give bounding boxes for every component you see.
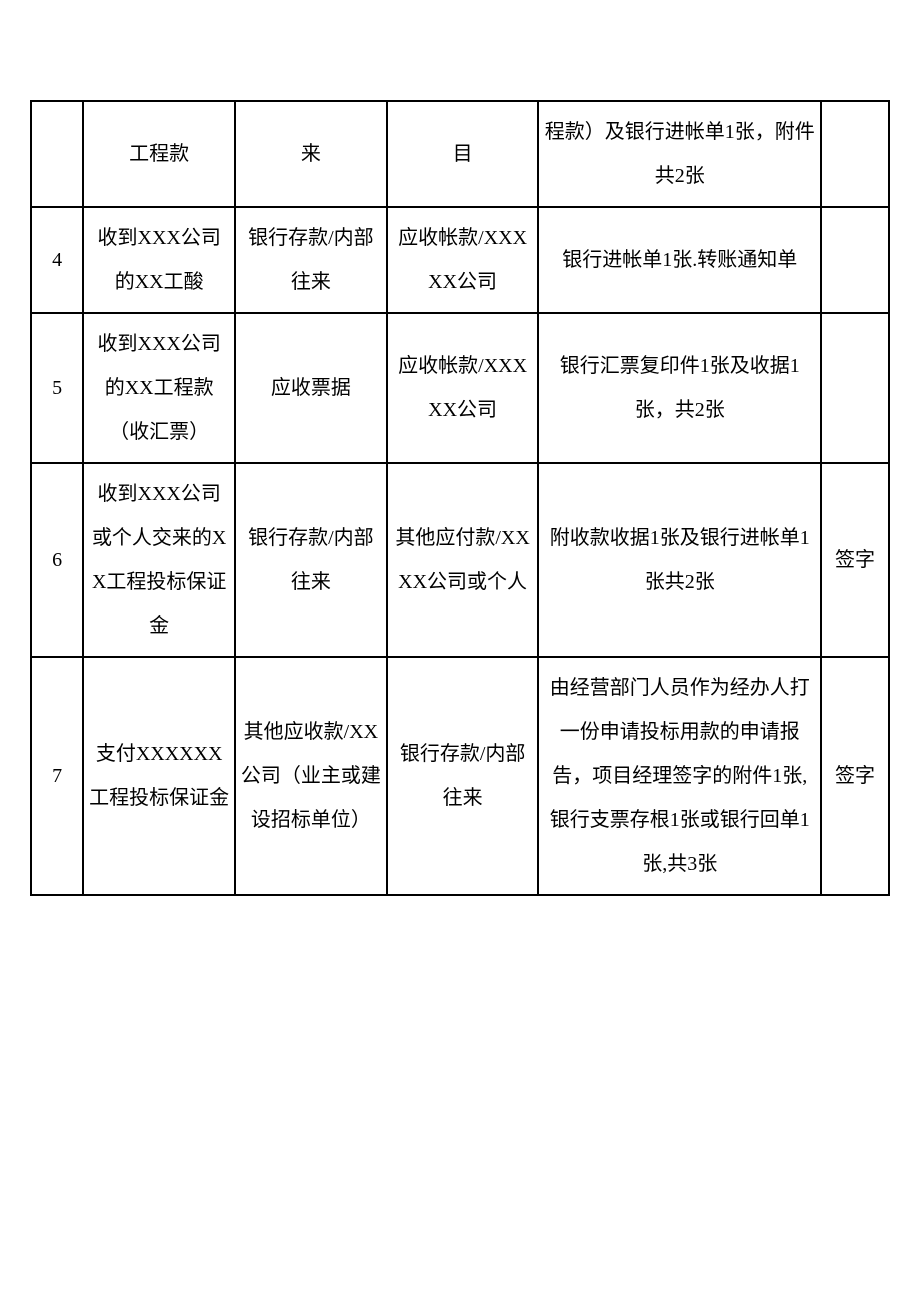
- cell-credit: 应收帐款/XXXXX公司: [387, 207, 539, 313]
- cell-desc: 收到XXX公司的XX工程款（收汇票）: [83, 313, 235, 463]
- cell-credit: 应收帐款/XXXXX公司: [387, 313, 539, 463]
- cell-debit: 来: [235, 101, 387, 207]
- table-row: 7 支付XXXXXX工程投标保证金 其他应收款/XX公司（业主或建设招标单位） …: [31, 657, 889, 895]
- table-body: 工程款 来 目 程款）及银行进帐单1张，附件共2张 4 收到XXX公司的XX工酸…: [31, 101, 889, 895]
- cell-credit: 银行存款/内部往来: [387, 657, 539, 895]
- cell-credit: 其他应付款/XXXX公司或个人: [387, 463, 539, 657]
- cell-num: 5: [31, 313, 83, 463]
- cell-sign: [821, 313, 889, 463]
- cell-sign: [821, 101, 889, 207]
- cell-desc: 支付XXXXXX工程投标保证金: [83, 657, 235, 895]
- cell-sign: 签字: [821, 657, 889, 895]
- cell-credit: 目: [387, 101, 539, 207]
- accounting-table: 工程款 来 目 程款）及银行进帐单1张，附件共2张 4 收到XXX公司的XX工酸…: [30, 100, 890, 896]
- table-row: 6 收到XXX公司或个人交来的XX工程投标保证金 银行存款/内部往来 其他应付款…: [31, 463, 889, 657]
- cell-debit: 其他应收款/XX公司（业主或建设招标单位）: [235, 657, 387, 895]
- table-row: 5 收到XXX公司的XX工程款（收汇票） 应收票据 应收帐款/XXXXX公司 银…: [31, 313, 889, 463]
- cell-num: 4: [31, 207, 83, 313]
- cell-attach: 银行汇票复印件1张及收据1张，共2张: [538, 313, 821, 463]
- table-row: 工程款 来 目 程款）及银行进帐单1张，附件共2张: [31, 101, 889, 207]
- cell-debit: 银行存款/内部往来: [235, 463, 387, 657]
- cell-debit: 应收票据: [235, 313, 387, 463]
- cell-num: 6: [31, 463, 83, 657]
- cell-attach: 银行进帐单1张.转账通知单: [538, 207, 821, 313]
- cell-desc: 收到XXX公司或个人交来的XX工程投标保证金: [83, 463, 235, 657]
- cell-num: [31, 101, 83, 207]
- cell-attach: 由经营部门人员作为经办人打一份申请投标用款的申请报告，项目经理签字的附件1张,银…: [538, 657, 821, 895]
- cell-debit: 银行存款/内部往来: [235, 207, 387, 313]
- cell-sign: [821, 207, 889, 313]
- cell-desc: 工程款: [83, 101, 235, 207]
- table-row: 4 收到XXX公司的XX工酸 银行存款/内部往来 应收帐款/XXXXX公司 银行…: [31, 207, 889, 313]
- cell-sign: 签字: [821, 463, 889, 657]
- cell-desc: 收到XXX公司的XX工酸: [83, 207, 235, 313]
- cell-attach: 附收款收据1张及银行进帐单1张共2张: [538, 463, 821, 657]
- cell-attach: 程款）及银行进帐单1张，附件共2张: [538, 101, 821, 207]
- cell-num: 7: [31, 657, 83, 895]
